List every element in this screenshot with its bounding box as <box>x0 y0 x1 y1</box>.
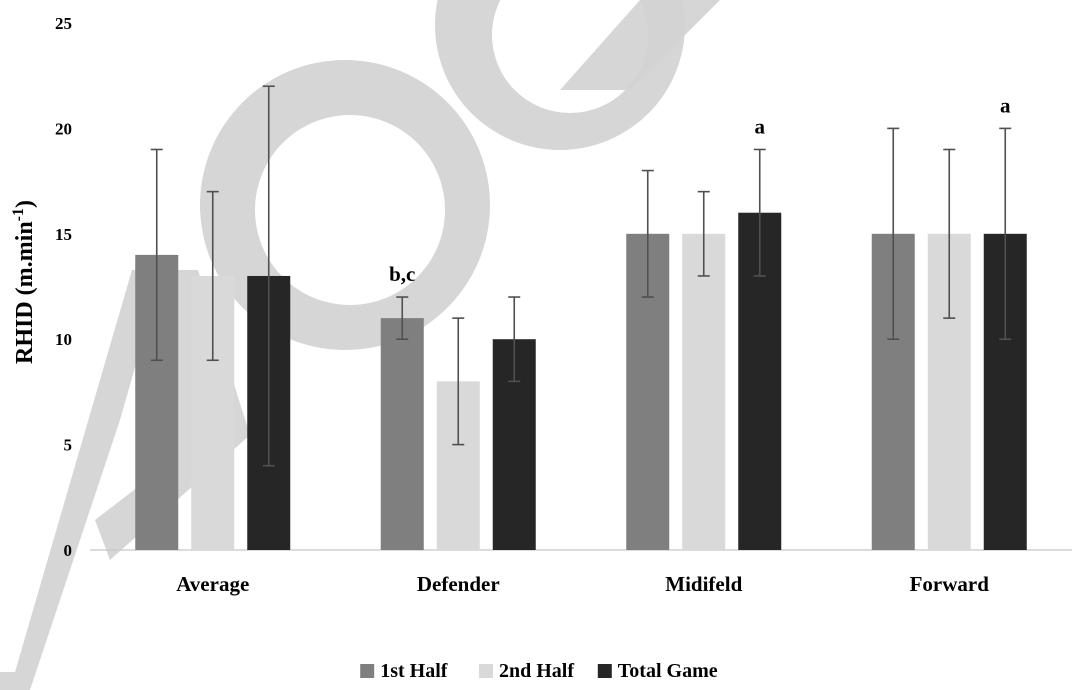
significance-label: a <box>1000 93 1011 117</box>
legend-swatch <box>597 664 612 678</box>
category-labels: Average Defender Midifeld Forward <box>176 572 989 596</box>
y-axis-label-tail: ) <box>12 200 38 208</box>
y-tick-label: 20 <box>55 119 72 138</box>
category-label: Forward <box>910 572 990 596</box>
y-tick-label: 15 <box>55 225 72 244</box>
bars <box>135 212 1027 551</box>
y-tick-label: 0 <box>64 541 73 560</box>
y-tick-label: 10 <box>55 330 72 349</box>
category-label: Defender <box>417 572 500 596</box>
legend-label: 2nd Half <box>499 660 574 682</box>
legend-swatch <box>360 664 375 678</box>
category-label: Average <box>176 572 249 596</box>
bar <box>380 318 424 550</box>
watermark <box>0 0 720 690</box>
legend-swatch <box>479 664 493 678</box>
y-axis-label: RHID (m.min-1) <box>10 200 38 364</box>
y-tick-label: 5 <box>64 436 73 455</box>
bar <box>682 233 726 551</box>
y-tick-label: 25 <box>55 14 72 33</box>
legend-label: 1st Half <box>380 660 448 682</box>
y-axis-label-main: RHID (m.min <box>12 221 38 364</box>
y-tick-labels: 0 5 10 15 20 25 <box>55 14 72 560</box>
error-bars <box>150 85 1012 467</box>
significance-label: a <box>755 114 766 138</box>
legend: 1st Half 2nd Half Total Game <box>360 660 718 682</box>
significance-label: b,c <box>389 262 415 286</box>
y-axis-label-superscript: -1 <box>10 208 27 221</box>
significance-annotations: b,c a a <box>389 93 1011 286</box>
legend-label: Total Game <box>618 660 718 682</box>
category-label: Midifeld <box>665 572 742 596</box>
